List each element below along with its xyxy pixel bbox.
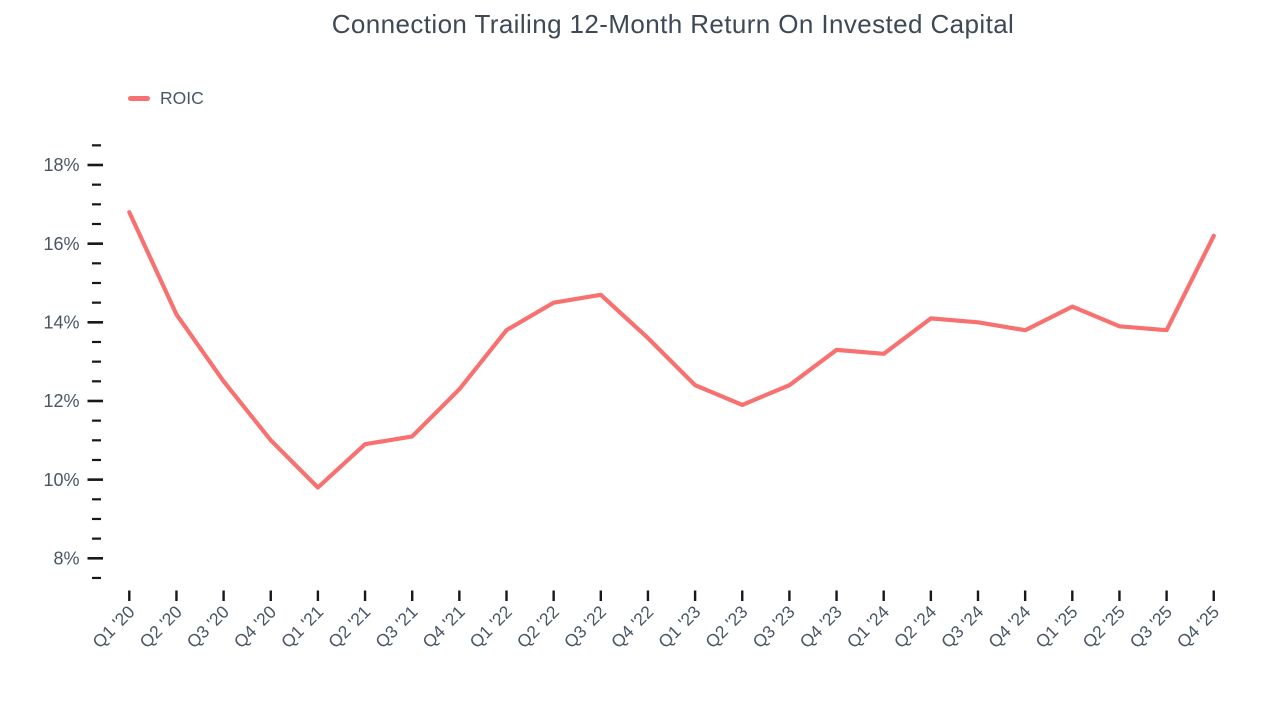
- x-tick-label: Q4 '22: [607, 602, 657, 652]
- y-tick-label: 10%: [43, 470, 79, 490]
- x-tick-label: Q3 '25: [1126, 602, 1176, 652]
- x-tick-label: Q3 '23: [749, 602, 799, 652]
- x-tick-label: Q3 '21: [371, 602, 421, 652]
- x-tick-label: Q2 '20: [136, 601, 186, 651]
- x-tick-label: Q4 '24: [984, 601, 1034, 651]
- x-tick-label: Q4 '23: [796, 602, 846, 652]
- x-tick-label: Q1 '23: [654, 602, 704, 652]
- x-tick-label: Q3 '22: [560, 602, 610, 652]
- x-tick-label: Q2 '25: [1079, 602, 1129, 652]
- x-tick-label: Q1 '22: [466, 602, 516, 652]
- x-tick-label: Q3 '20: [183, 601, 233, 651]
- legend-label-roic: ROIC: [160, 88, 204, 108]
- y-tick-label: 16%: [43, 234, 79, 254]
- chart-title: Connection Trailing 12-Month Return On I…: [331, 9, 1015, 39]
- x-tick-label: Q3 '24: [937, 601, 987, 651]
- x-tick-label: Q4 '20: [230, 601, 280, 651]
- x-tick-label: Q2 '24: [890, 601, 940, 651]
- x-tick-label: Q1 '21: [277, 602, 327, 652]
- legend: ROIC: [128, 88, 204, 109]
- y-tick-label: 8%: [53, 549, 79, 569]
- x-tick-label: Q1 '24: [843, 601, 893, 651]
- y-tick-label: 18%: [43, 155, 79, 175]
- x-tick-label: Q2 '21: [324, 602, 374, 652]
- x-tick-label: Q2 '22: [513, 602, 563, 652]
- y-tick-label: 14%: [43, 313, 79, 333]
- legend-line-swatch: [128, 96, 150, 101]
- x-tick-label: Q1 '20: [88, 601, 138, 651]
- x-tick-label: Q2 '23: [701, 602, 751, 652]
- x-tick-label: Q4 '21: [418, 602, 468, 652]
- x-tick-label: Q4 '25: [1173, 602, 1223, 652]
- y-axis: 18% 16% 14% 12% 10% 8%: [43, 144, 103, 580]
- x-tick-label: Q1 '25: [1031, 602, 1081, 652]
- y-tick-label: 12%: [43, 391, 79, 411]
- roic-line: [127, 210, 1216, 490]
